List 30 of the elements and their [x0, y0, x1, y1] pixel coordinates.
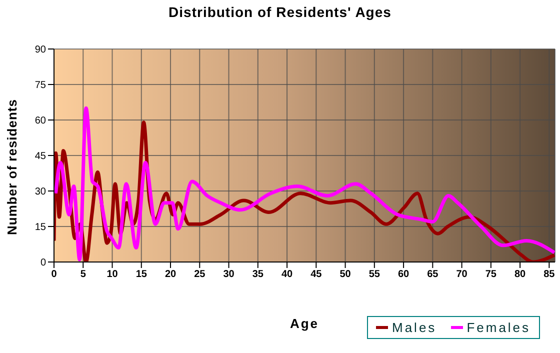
y-tick-label: 0 [40, 258, 46, 269]
x-tick-label: 50 [340, 269, 352, 280]
x-tick-label: 15 [136, 269, 148, 280]
x-tick-label: 0 [51, 269, 58, 280]
y-tick-label: 45 [34, 151, 46, 162]
y-tick-label: 30 [34, 186, 46, 198]
legend-label: Males [391, 320, 437, 335]
x-tick-label: 25 [194, 269, 206, 280]
y-tick-label: 90 [34, 44, 46, 56]
y-axis-title: Number of residents [4, 99, 20, 235]
x-tick-label: 80 [514, 269, 526, 280]
chart-title: Distribution of Residents' Ages [168, 4, 392, 20]
x-tick-label: 70 [456, 269, 468, 280]
x-tick-label: 85 [544, 269, 556, 280]
x-tick-label: 60 [398, 269, 410, 280]
legend-label: Females [466, 320, 531, 335]
x-tick-label: 45 [310, 269, 322, 280]
y-tick-label: 60 [34, 116, 46, 127]
x-tick-label: 5 [80, 269, 86, 280]
x-tick-label: 75 [485, 269, 497, 280]
y-tick-label: 75 [34, 80, 46, 92]
x-tick-label: 10 [106, 269, 118, 280]
x-tick-label: 40 [281, 269, 294, 280]
x-tick-label: 20 [164, 269, 177, 280]
x-tick-label: 35 [252, 269, 264, 280]
x-tick-label: 55 [368, 269, 380, 280]
y-tick-label: 15 [34, 222, 46, 234]
x-tick-label: 65 [427, 269, 439, 280]
x-tick-label: 30 [223, 269, 235, 280]
x-axis-title: Age [290, 316, 320, 331]
